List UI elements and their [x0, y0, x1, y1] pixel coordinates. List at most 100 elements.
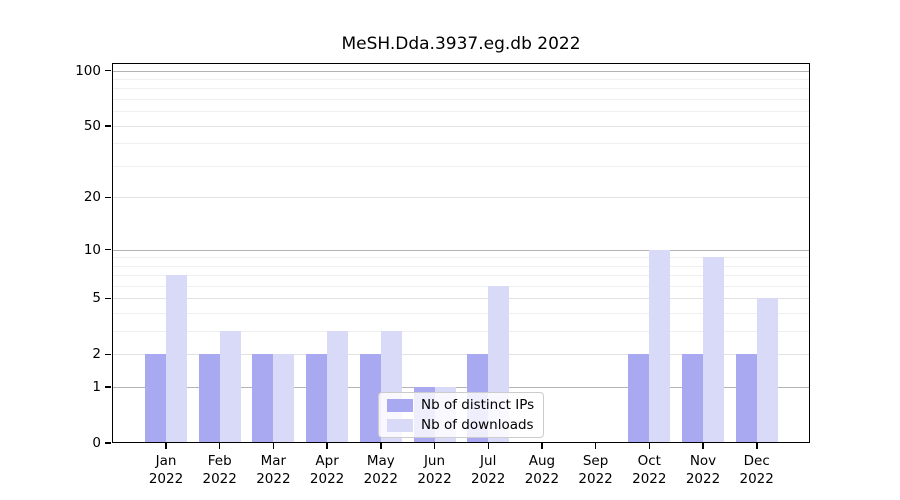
legend: Nb of distinct IPs Nb of downloads — [378, 392, 544, 438]
x-tick-mark — [272, 443, 275, 449]
x-tick-label: Oct 2022 — [617, 452, 681, 488]
x-tick-mark — [594, 443, 597, 449]
x-tick-year: 2022 — [471, 471, 506, 487]
x-tick-mark — [756, 443, 758, 449]
plot-area: Nb of distinct IPs Nb of downloads — [112, 63, 810, 443]
minor-gridline — [112, 313, 810, 315]
minor-gridline — [112, 286, 810, 287]
minor-gridline — [112, 165, 810, 167]
x-tick-year: 2022 — [363, 471, 398, 487]
x-tick-month: Dec — [743, 453, 770, 469]
bar-distinct-ips-feb — [198, 354, 220, 443]
x-tick-month: Apr — [315, 453, 339, 469]
x-tick-year: 2022 — [148, 471, 184, 487]
y-tick-label: 20 — [83, 189, 101, 206]
y-tick-mark — [105, 196, 111, 199]
legend-swatch-downloads — [387, 418, 413, 432]
minor-gridline — [112, 99, 810, 101]
mid-gridline — [112, 125, 810, 127]
bar-downloads-feb — [219, 331, 241, 443]
x-tick-month: Jul — [480, 453, 497, 469]
x-tick-year: 2022 — [632, 471, 667, 487]
bar-distinct-ips-mar — [252, 354, 274, 443]
bar-downloads-nov — [703, 257, 724, 443]
x-tick-month: Jan — [155, 453, 177, 469]
x-tick-mark — [433, 443, 436, 449]
x-tick-year: 2022 — [417, 471, 452, 487]
bar-distinct-ips-dec — [735, 354, 757, 443]
x-tick-mark — [165, 443, 167, 449]
x-tick-mark — [326, 443, 328, 449]
x-tick-month: Aug — [528, 453, 556, 469]
y-tick-mark — [105, 69, 111, 72]
x-tick-mark — [487, 443, 489, 449]
y-tick-mark — [105, 297, 111, 300]
y-tick-mark — [105, 442, 111, 444]
bar-downloads-dec — [756, 298, 778, 443]
mid-gridline — [112, 197, 810, 199]
minor-gridline — [112, 111, 810, 113]
y-tick-label: 50 — [83, 117, 101, 134]
y-tick-mark — [105, 386, 111, 388]
x-tick-mark — [648, 443, 650, 449]
x-tick-mark — [541, 443, 543, 449]
bar-distinct-ips-nov — [682, 354, 703, 443]
bar-distinct-ips-jan — [145, 354, 166, 443]
x-tick-label: Feb 2022 — [188, 452, 252, 488]
bar-distinct-ips-apr — [306, 354, 328, 443]
legend-swatch-distinct-ips — [387, 398, 413, 412]
minor-gridline — [112, 331, 810, 333]
x-tick-mark — [380, 443, 382, 449]
y-tick-label: 2 — [92, 346, 101, 363]
legend-label-downloads: Nb of downloads — [421, 417, 534, 433]
minor-gridline — [112, 257, 810, 259]
x-tick-month: Jun — [423, 453, 446, 469]
x-tick-mark — [218, 443, 221, 449]
x-tick-label: Jan 2022 — [134, 452, 198, 488]
bar-downloads-jan — [166, 275, 187, 443]
x-tick-label: Dec 2022 — [725, 452, 789, 488]
x-tick-year: 2022 — [256, 471, 291, 487]
y-tick-label: 100 — [75, 62, 101, 79]
x-tick-year: 2022 — [309, 471, 345, 487]
x-tick-label: Aug 2022 — [510, 452, 574, 488]
minor-gridline — [112, 143, 810, 145]
x-tick-month: Sep — [582, 453, 609, 469]
x-tick-label: Jun 2022 — [403, 452, 467, 488]
x-tick-label: Nov 2022 — [671, 452, 735, 488]
x-tick-year: 2022 — [685, 471, 721, 487]
minor-gridline — [112, 275, 810, 277]
x-tick-label: May 2022 — [349, 452, 413, 488]
x-tick-year: 2022 — [739, 471, 774, 487]
x-tick-month: Nov — [689, 453, 717, 469]
major-gridline — [112, 249, 810, 251]
x-tick-label: Jul 2022 — [456, 452, 520, 488]
y-tick-label: 5 — [92, 290, 101, 307]
minor-gridline — [112, 79, 810, 80]
y-tick-label: 0 — [92, 435, 101, 451]
y-tick-mark — [105, 248, 111, 251]
x-tick-label: Sep 2022 — [564, 452, 628, 488]
bar-distinct-ips-oct — [628, 354, 650, 443]
chart-title: MeSH.Dda.3937.eg.db 2022 — [341, 34, 581, 54]
y-tick-label: 1 — [92, 379, 101, 396]
x-tick-year: 2022 — [578, 471, 613, 487]
bar-downloads-apr — [327, 331, 349, 443]
x-tick-year: 2022 — [524, 471, 560, 487]
x-tick-month: Oct — [637, 453, 661, 469]
x-tick-label: Mar 2022 — [241, 452, 305, 488]
x-tick-month: May — [366, 453, 395, 469]
minor-gridline — [112, 88, 810, 90]
minor-gridline — [112, 265, 810, 267]
legend-label-distinct-ips: Nb of distinct IPs — [421, 397, 535, 413]
x-tick-label: Apr 2022 — [295, 452, 359, 488]
mid-gridline — [112, 298, 810, 300]
y-tick-label: 10 — [83, 241, 101, 258]
x-tick-month: Mar — [260, 453, 287, 469]
bar-downloads-oct — [649, 249, 671, 443]
legend-item-downloads: Nb of downloads — [387, 417, 535, 433]
major-gridline — [112, 70, 810, 72]
y-tick-mark — [105, 125, 111, 127]
bar-downloads-mar — [273, 354, 295, 443]
